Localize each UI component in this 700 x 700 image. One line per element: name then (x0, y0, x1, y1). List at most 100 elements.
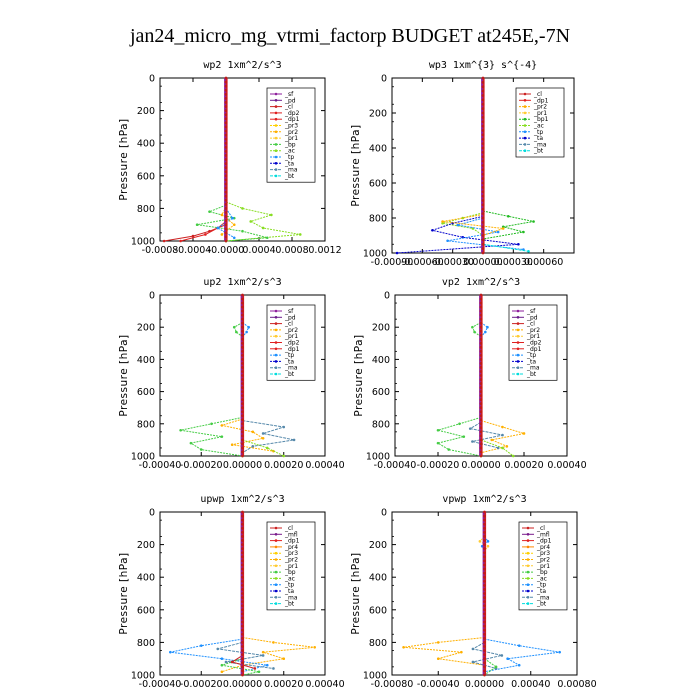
zero-profile-point (479, 333, 483, 337)
zero-profile-point (241, 370, 244, 373)
zero-profile-point (479, 422, 483, 426)
data-point (436, 641, 440, 644)
zero-profile-point (483, 608, 486, 612)
data-point (471, 325, 474, 329)
zero-profile-point (241, 510, 244, 514)
zero-profile-point (241, 374, 244, 377)
zero-profile-point (224, 84, 228, 88)
panel-2: wp3 1xm^{3} s^{-4} Pressure [hPa] 0 200 400 6… (350, 60, 575, 268)
zero-profile-point (479, 410, 483, 414)
legend-marker (274, 596, 278, 599)
zero-profile-point (241, 628, 244, 632)
zero-profile-point (483, 518, 486, 522)
zero-profile-point (479, 366, 483, 369)
data-point (220, 233, 224, 236)
zero-profile-point (224, 145, 228, 149)
zero-profile-point (224, 190, 228, 194)
zero-profile-point (241, 575, 244, 579)
y-tick-label: 200 (369, 109, 387, 120)
legend-label: _pr2 (284, 327, 298, 334)
data-point (261, 226, 265, 230)
legend-label: _tp (536, 582, 546, 589)
series-line-ta (397, 215, 519, 254)
legend-marker (274, 564, 278, 568)
zero-profile-point (241, 665, 244, 669)
figure-title: jan24_micro_mg_vtrmi_factorp BUDGET at24… (129, 25, 570, 47)
legend-label: _ma (533, 141, 547, 148)
zero-profile-point (483, 563, 486, 567)
data-point (179, 428, 182, 432)
data-point (501, 227, 505, 230)
zero-profile-point (224, 92, 228, 96)
data-point (210, 422, 213, 426)
y-tick-label: 1000 (363, 249, 387, 260)
data-point (199, 644, 203, 647)
zero-profile-point (241, 620, 244, 624)
zero-profile-point (479, 362, 483, 365)
legend-marker (274, 533, 278, 536)
zero-profile-point (224, 80, 228, 84)
data-point (313, 645, 316, 649)
legend-label: _bp (284, 141, 296, 148)
data-point (253, 667, 257, 670)
zero-profile-point (479, 349, 483, 353)
zero-profile-point (224, 186, 228, 190)
zero-profile-point (483, 514, 486, 518)
x-tick-label: 0.00000 (223, 679, 262, 690)
legend-label: _pr3 (284, 123, 298, 130)
zero-profile-point (241, 526, 244, 530)
legend-label: _pr1 (284, 563, 298, 570)
series-line-pr2 (219, 418, 274, 452)
data-point (431, 228, 434, 232)
legend-marker (516, 353, 520, 357)
data-point (216, 647, 220, 651)
legend-marker (274, 545, 278, 549)
data-point (468, 427, 472, 430)
legend-marker (516, 347, 520, 351)
legend-marker (526, 539, 530, 542)
zero-profile-point (224, 235, 228, 239)
legend-label: _pr2 (536, 557, 550, 564)
legend-label: _tp (284, 352, 294, 359)
zero-profile-point (483, 539, 486, 542)
zero-profile-point (479, 426, 483, 430)
legend-label: _ta (526, 358, 536, 365)
legend-marker (274, 551, 278, 555)
zero-profile-point (241, 661, 244, 665)
legend-label: _pr2 (526, 327, 540, 334)
legend-marker (516, 334, 520, 338)
data-point (257, 670, 261, 674)
zero-profile-point (481, 146, 485, 150)
x-tick-label: 0.0004 (242, 245, 275, 256)
legend-label: _pr1 (536, 563, 550, 570)
y-tick-label: 1000 (363, 671, 387, 682)
zero-profile-point (241, 551, 244, 555)
legend-marker (274, 589, 278, 593)
x-tick-label: -0.00020 (180, 460, 223, 471)
zero-profile-point (241, 535, 244, 538)
data-point (441, 220, 444, 223)
zero-profile-point (483, 547, 486, 551)
zero-profile-point (483, 616, 486, 620)
data-point (522, 432, 526, 435)
legend-marker (523, 136, 527, 140)
zero-profile-point (224, 141, 228, 145)
y-tick-label: 1000 (131, 671, 155, 682)
plot-frame (159, 77, 326, 242)
zero-profile-point (241, 555, 244, 559)
legend-label: _dp2 (284, 340, 300, 347)
series-line-ma (468, 421, 503, 449)
zero-profile-point (241, 657, 244, 661)
zero-profile-point (481, 142, 485, 146)
zero-profile-point (241, 325, 244, 329)
zero-profile-point (241, 317, 244, 321)
legend-label: _cl (284, 525, 293, 532)
legend-marker (274, 149, 278, 152)
zero-profile-point (241, 632, 244, 636)
panel-title: wp2 1xm^2/s^3 (203, 60, 281, 71)
data-point (447, 448, 451, 451)
zero-profile-point (241, 567, 244, 571)
legend-label: _tp (284, 154, 294, 161)
legend-marker (523, 143, 527, 146)
y-tick-label: 200 (137, 540, 155, 551)
